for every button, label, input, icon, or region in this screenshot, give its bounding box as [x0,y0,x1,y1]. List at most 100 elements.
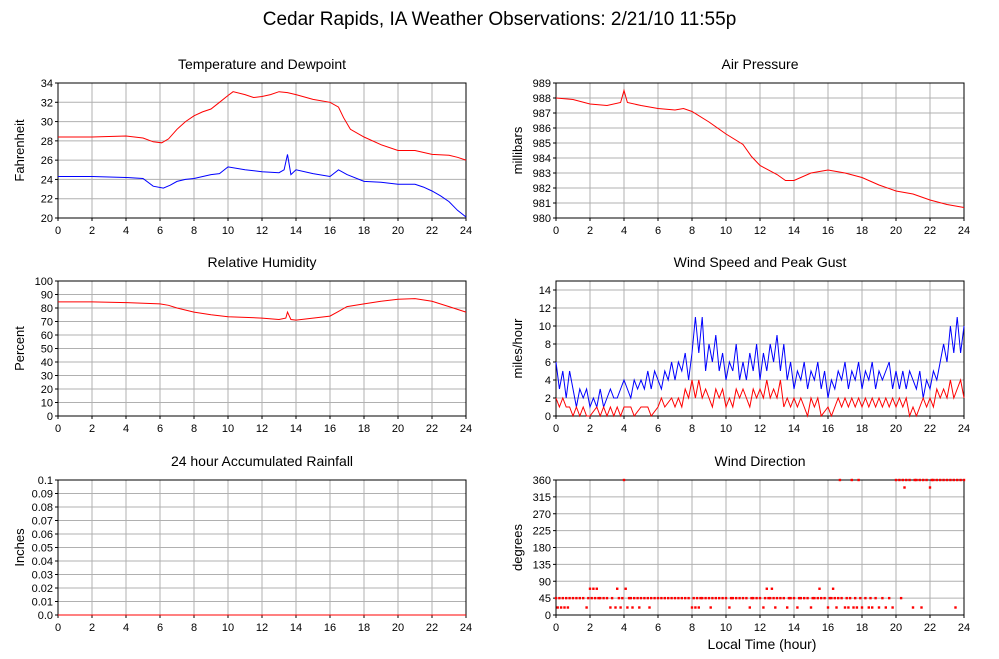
y-tick-label: 34 [41,78,53,90]
data-point [561,596,564,600]
data-point [811,596,814,600]
data-point [762,606,765,609]
data-point [826,606,830,609]
y-tick-label: 0.0 [38,610,53,622]
x-tick-label: 16 [822,225,834,237]
data-point [899,596,903,600]
y-tick-label: 984 [533,153,551,165]
x-tick-label: 16 [324,622,336,634]
x-tick-label: 10 [222,423,234,435]
x-tick-label: 14 [788,423,800,435]
x-tick-label: 8 [689,423,695,435]
data-point [925,478,928,482]
x-tick-label: 2 [89,423,95,435]
data-point [881,596,884,600]
data-point [755,596,758,600]
data-point [913,478,916,482]
data-point [792,596,796,600]
y-tick-label: 20 [41,213,53,225]
data-point [847,606,850,609]
y-tick-label: 0 [545,610,551,622]
chart-title: Wind Direction [714,453,805,469]
data-point [782,596,785,600]
data-point [692,596,695,600]
y-axis-label: millibars [510,126,525,174]
data-point [565,596,568,600]
chart-winddir: 0 2 4 6 8 10 12 14 16 18 20 22 240459013518022527031… [510,453,970,634]
data-point [728,606,731,609]
x-tick-label: 8 [191,423,197,435]
y-tick-label: 0.04 [32,556,53,568]
data-point [806,596,809,600]
x-tick-label: 24 [460,622,472,634]
plot-frame [555,479,965,616]
data-point [918,478,921,482]
data-point [840,596,843,600]
x-tick-label: 12 [256,423,268,435]
x-tick-label: 6 [157,225,163,237]
x-tick-label: 12 [256,225,268,237]
y-tick-label: 270 [533,509,551,521]
x-tick-label: 18 [856,622,868,634]
x-tick-label: 22 [924,622,936,634]
data-point [554,596,558,600]
x-tick-label: 14 [290,423,302,435]
data-point [629,596,632,600]
data-point [566,606,570,609]
data-point [588,587,592,590]
data-point [592,587,595,590]
data-point [874,596,877,600]
series-line-red [555,88,965,208]
data-point [748,606,751,609]
data-point [860,606,864,609]
series-line-red [58,298,467,321]
data-point [711,596,714,600]
data-point [568,596,571,600]
y-tick-label: 20 [41,384,53,396]
data-point [828,596,831,600]
y-tick-label: 10 [41,398,53,410]
x-tick-label: 8 [191,225,197,237]
data-point [920,606,923,609]
data-point [590,596,593,600]
data-point [602,596,605,600]
x-tick-label: 4 [123,622,129,634]
data-point [595,587,598,590]
y-tick-label: 0.01 [32,597,53,609]
y-tick-label: 40 [41,357,53,369]
data-point [656,596,660,600]
data-point [855,606,859,609]
x-tick-label: 24 [460,423,472,435]
x-tick-label: 20 [392,423,404,435]
data-point [894,478,898,482]
data-point [578,596,581,600]
data-point [789,596,792,600]
x-tick-label: 22 [924,225,936,237]
y-tick-label: 315 [533,492,551,504]
data-point [729,596,733,600]
y-tick-label: 22 [41,194,53,206]
data-point [575,596,578,600]
data-point [690,606,694,609]
data-point [898,478,901,482]
chart-rain: 0 2 4 6 8 10 12 14 16 18 20 22 240.00.010.020.030.04… [12,453,472,634]
data-point [738,596,741,600]
x-tick-label: 8 [689,622,695,634]
x-tick-label: 14 [290,225,302,237]
data-point [797,596,801,600]
y-tick-label: 987 [533,108,551,120]
x-tick-label: 10 [222,225,234,237]
data-point [915,478,918,482]
data-point [697,606,700,609]
data-point [616,587,619,590]
x-tick-label: 6 [655,423,661,435]
y-tick-label: 8 [545,339,551,351]
chart-title: Air Pressure [721,56,798,72]
x-tick-label: 6 [655,225,661,237]
data-point [758,596,762,600]
plot-frame [57,280,467,417]
data-point [699,596,702,600]
y-tick-label: 0.02 [32,583,53,595]
data-point [952,478,955,482]
